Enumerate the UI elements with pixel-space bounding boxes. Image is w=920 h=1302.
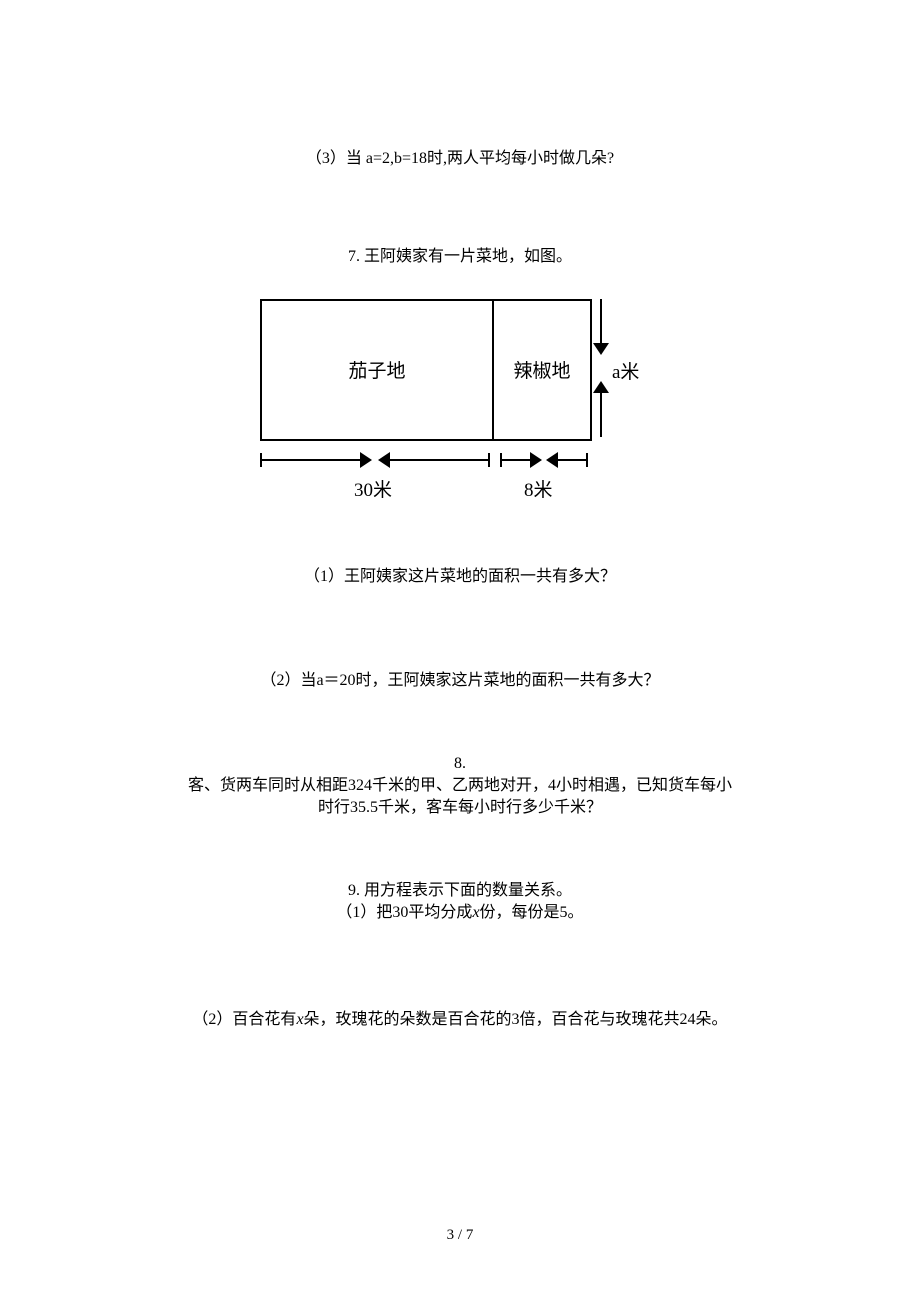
q9-sub1-text-b: 份，每份是5。: [480, 904, 584, 921]
width-left-label: 30米: [354, 475, 392, 502]
vegetable-field-diagram: 茄子地 辣椒地 a米 30米 8米: [260, 299, 660, 506]
page-footer: 3 / 7: [0, 1227, 920, 1244]
width-right-label: 8米: [524, 475, 553, 502]
question-8-line2: 时行35.5千米，客车每小时行多少千米？: [0, 797, 920, 819]
question-7-sub1: （1）王阿姨家这片菜地的面积一共有多大？: [0, 566, 920, 588]
eggplant-field-label: 茄子地: [262, 301, 492, 439]
question-8-line1: 客、货两车同时从相距324千米的甲、乙两地对开，4小时相遇，已知货车每小: [0, 775, 920, 797]
question-8-number: 8.: [0, 753, 920, 775]
width-dimensions: 30米 8米: [260, 451, 588, 506]
question-9-title: 9. 用方程表示下面的数量关系。: [0, 880, 920, 902]
question-3-sub3: （3）当 a=2,b=18时,两人平均每小时做几朵?: [0, 148, 920, 170]
q9-sub2-x: x: [296, 1011, 303, 1028]
q9-sub1-text-a: （1）把30平均分成: [336, 904, 472, 921]
pepper-field-label: 辣椒地: [492, 301, 590, 439]
q9-sub2-text-a: （2）百合花有: [192, 1011, 296, 1028]
question-7-sub2: （2）当a＝20时，王阿姨家这片菜地的面积一共有多大？: [0, 670, 920, 692]
height-label: a米: [612, 357, 639, 384]
question-9-sub2: （2）百合花有x朵，玫瑰花的朵数是百合花的3倍，百合花与玫瑰花共24朵。: [0, 1009, 920, 1031]
q9-sub1-x: x: [472, 904, 479, 921]
height-dimension: a米: [596, 299, 656, 437]
field-outline: 茄子地 辣椒地: [260, 299, 592, 441]
question-7-title: 7. 王阿姨家有一片菜地，如图。: [0, 246, 920, 268]
question-9-sub1: （1）把30平均分成x份，每份是5。: [0, 902, 920, 924]
q9-sub2-text-b: 朵，玫瑰花的朵数是百合花的3倍，百合花与玫瑰花共24朵。: [304, 1011, 728, 1028]
